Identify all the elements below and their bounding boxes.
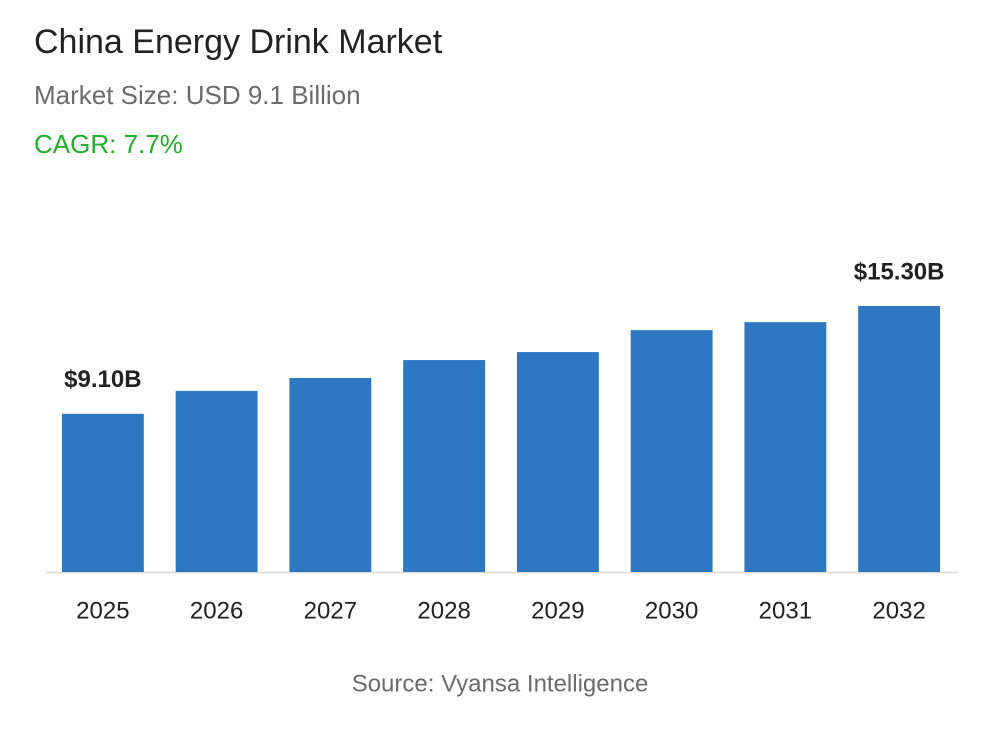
value-label: $9.10B (64, 366, 141, 393)
x-tick-label: 2026 (190, 597, 243, 624)
x-tick-label: 2031 (759, 597, 812, 624)
bar (744, 322, 827, 572)
bar (516, 352, 599, 572)
bar (175, 390, 258, 572)
bar (630, 330, 713, 572)
bar (61, 413, 144, 572)
chart-title: China Energy Drink Market (34, 23, 443, 61)
bar (403, 360, 486, 572)
value-label: $15.30B (854, 258, 945, 285)
x-tick-label: 2025 (76, 597, 129, 624)
source-note: Source: Vyansa Intelligence (352, 670, 649, 697)
x-tick-label: 2028 (417, 597, 470, 624)
x-tick-label: 2029 (531, 597, 584, 624)
x-tick-label: 2030 (645, 597, 698, 624)
bar (858, 306, 941, 572)
cagr-label: CAGR: 7.7% (34, 129, 183, 159)
chart-subtitle: Market Size: USD 9.1 Billion (34, 80, 361, 110)
bar (289, 377, 372, 572)
x-tick-label: 2027 (304, 597, 357, 624)
x-tick-label: 2032 (872, 597, 925, 624)
